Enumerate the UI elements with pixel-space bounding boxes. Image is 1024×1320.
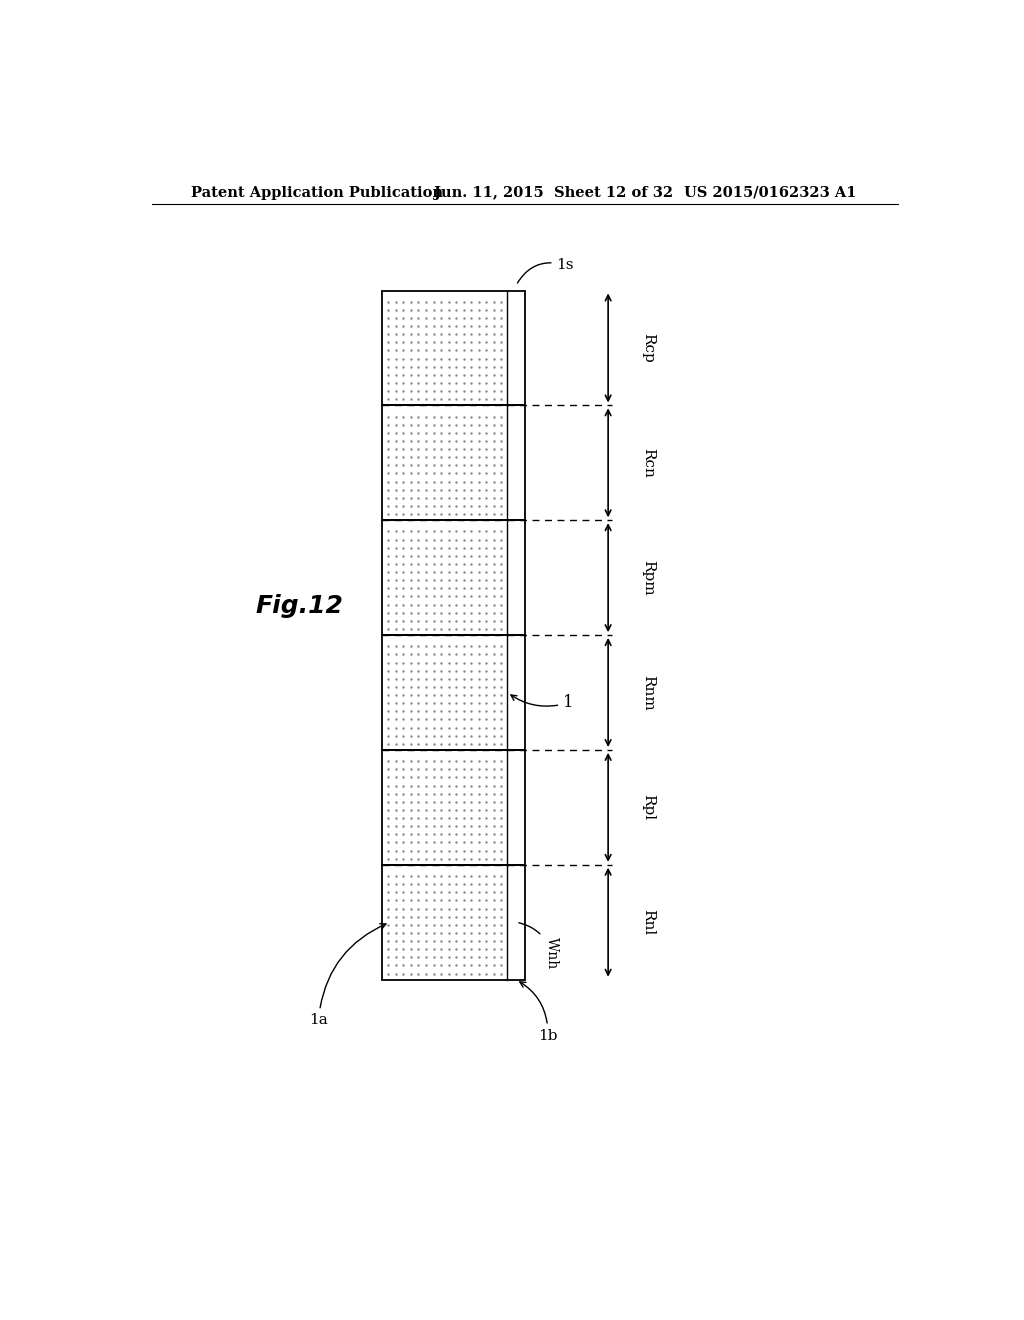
Text: Rnl: Rnl [641, 909, 654, 936]
Text: Rcn: Rcn [641, 447, 654, 478]
Text: Patent Application Publication: Patent Application Publication [191, 186, 443, 199]
Text: Wnh: Wnh [519, 923, 559, 970]
Bar [507, 407, 524, 519]
Bar [507, 636, 524, 748]
Text: 1b: 1b [520, 982, 557, 1043]
Bar [382, 865, 507, 979]
Bar [382, 405, 507, 520]
Bar [382, 865, 524, 979]
Bar [382, 405, 524, 520]
Bar [382, 750, 524, 865]
Text: US 2015/0162323 A1: US 2015/0162323 A1 [684, 186, 856, 199]
Bar [507, 292, 524, 404]
Bar [507, 751, 524, 863]
Bar [382, 520, 507, 635]
Bar [382, 290, 507, 405]
Bar [382, 635, 507, 750]
Bar [507, 866, 524, 978]
Text: 1a: 1a [309, 924, 386, 1027]
Text: Fig.12: Fig.12 [255, 594, 343, 618]
Bar [382, 635, 524, 750]
Text: Rnm: Rnm [641, 675, 654, 710]
Bar [382, 750, 507, 865]
Bar [382, 290, 524, 405]
Text: Rcp: Rcp [641, 333, 654, 363]
Text: Rpm: Rpm [641, 560, 654, 595]
Text: 1s: 1s [517, 259, 574, 282]
Text: Jun. 11, 2015  Sheet 12 of 32: Jun. 11, 2015 Sheet 12 of 32 [433, 186, 673, 199]
Bar [382, 520, 524, 635]
Bar [507, 521, 524, 634]
Text: Rpl: Rpl [641, 795, 654, 821]
Text: 1: 1 [511, 694, 573, 711]
